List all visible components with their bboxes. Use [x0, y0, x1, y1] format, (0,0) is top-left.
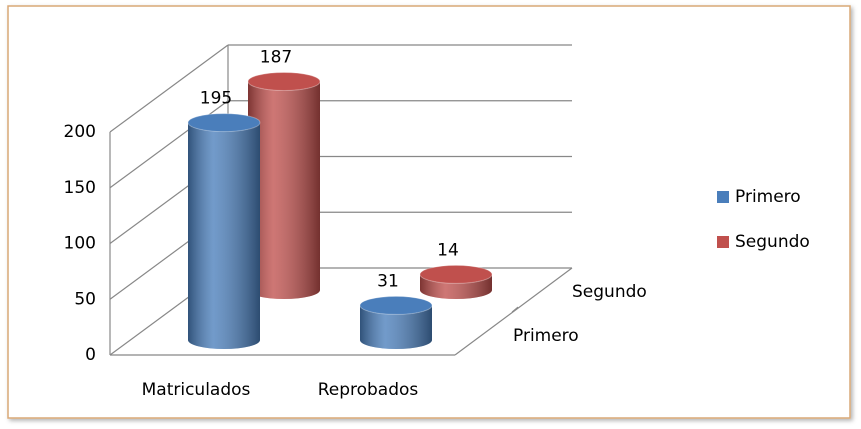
floor-right [454, 267, 573, 356]
legend-swatch [717, 191, 729, 203]
value-label: 14 [437, 240, 459, 260]
x-tick-label: Matriculados [142, 380, 251, 400]
value-label: 31 [377, 271, 399, 291]
y-tick-label: 50 [74, 289, 96, 309]
bar-shade [188, 122, 260, 349]
bar-shade [360, 305, 432, 349]
legend-swatch [717, 236, 729, 248]
bar-shade [248, 81, 320, 300]
bar-top [359, 295, 433, 315]
y-tick-label: 150 [64, 178, 96, 198]
depth-tick [511, 306, 519, 313]
grid-line [109, 44, 229, 133]
depth-label: Primero [513, 326, 579, 346]
bar-top [247, 71, 321, 91]
legend-label: Primero [735, 187, 801, 207]
legend-label: Segundo [735, 232, 810, 252]
bar-top [187, 113, 261, 133]
value-label: 195 [200, 89, 232, 109]
depth-label: Segundo [572, 282, 647, 302]
value-label: 187 [260, 47, 292, 67]
bar-shade [420, 274, 492, 299]
y-tick-label: 100 [64, 234, 96, 254]
x-tick-label: Reprobados [318, 380, 419, 400]
y-tick-label: 200 [64, 122, 96, 142]
bar-top [419, 264, 493, 284]
y-tick-label: 0 [85, 345, 96, 365]
